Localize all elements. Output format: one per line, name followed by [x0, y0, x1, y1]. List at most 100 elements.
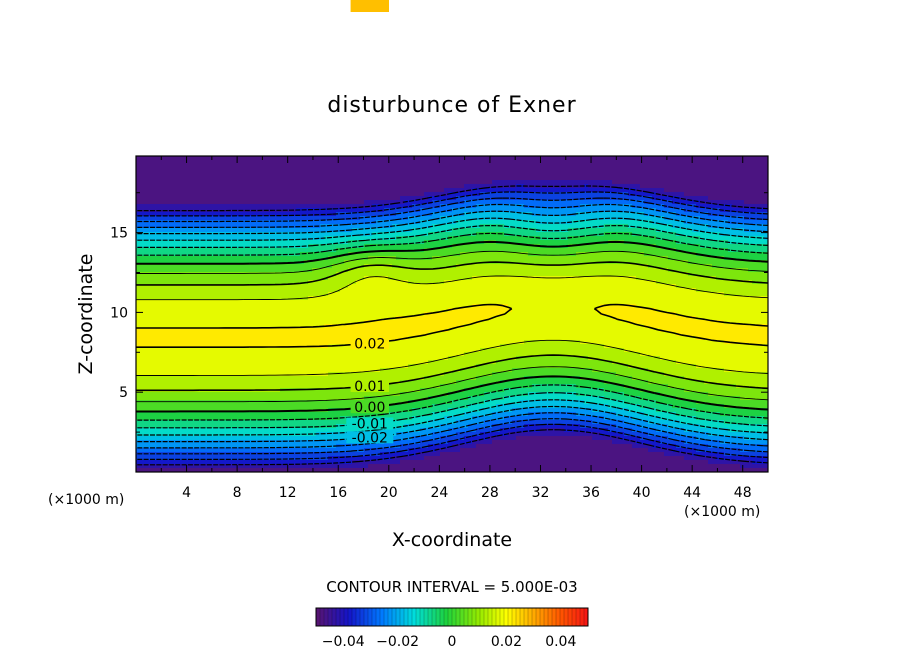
field-cell [288, 196, 293, 201]
field-cell [548, 260, 553, 265]
field-cell [316, 180, 321, 185]
field-cell [248, 268, 253, 273]
field-cell [204, 272, 209, 277]
field-cell [744, 180, 749, 185]
field-cell [188, 168, 193, 173]
field-cell [312, 256, 317, 261]
field-cell [200, 264, 205, 269]
field-cell [700, 208, 705, 213]
field-cell [380, 240, 385, 245]
field-cell [748, 168, 753, 173]
field-cell [616, 172, 621, 177]
field-cell [520, 220, 525, 225]
field-cell [512, 244, 517, 249]
field-cell [524, 240, 529, 245]
field-cell [576, 268, 581, 273]
field-cell [192, 192, 197, 197]
field-cell [424, 236, 429, 241]
field-cell [464, 208, 469, 213]
field-cell [152, 200, 157, 205]
field-cell [348, 172, 353, 177]
field-cell [512, 212, 517, 217]
field-cell [516, 160, 521, 165]
field-cell [356, 208, 361, 213]
field-cell [224, 244, 229, 249]
field-cell [200, 184, 205, 189]
field-cell [472, 264, 477, 269]
field-cell [388, 188, 393, 193]
field-cell [332, 268, 337, 273]
field-cell [444, 236, 449, 241]
field-cell [248, 184, 253, 189]
field-cell [252, 252, 257, 257]
field-cell [484, 244, 489, 249]
field-cell [212, 236, 217, 241]
field-cell [136, 248, 141, 253]
field-cell [664, 232, 669, 237]
field-cell [384, 184, 389, 189]
field-cell [652, 204, 657, 209]
field-cell [168, 272, 173, 277]
field-cell [244, 184, 249, 189]
field-cell [640, 232, 645, 237]
field-cell [560, 224, 565, 229]
field-cell [260, 248, 265, 253]
field-cell [232, 228, 237, 233]
field-cell [176, 236, 181, 241]
field-cell [464, 224, 469, 229]
field-cell [176, 252, 181, 257]
field-cell [748, 212, 753, 217]
field-cell [572, 248, 577, 253]
field-cell [660, 216, 665, 221]
field-cell [692, 224, 697, 229]
field-cell [388, 160, 393, 165]
field-cell [304, 264, 309, 269]
field-cell [144, 192, 149, 197]
field-cell [184, 264, 189, 269]
field-cell [388, 168, 393, 173]
field-cell [228, 260, 233, 265]
field-cell [504, 176, 509, 181]
field-cell [748, 188, 753, 193]
field-cell [156, 212, 161, 217]
field-cell [140, 280, 145, 285]
field-cell [232, 212, 237, 217]
field-cell [268, 172, 273, 177]
field-cell [312, 252, 317, 257]
field-cell [136, 244, 141, 249]
field-cell [436, 192, 441, 197]
field-cell [500, 208, 505, 213]
field-cell [224, 252, 229, 257]
field-cell [496, 248, 501, 253]
field-cell [452, 256, 457, 261]
field-cell [168, 192, 173, 197]
field-cell [180, 160, 185, 165]
field-cell [512, 280, 517, 285]
field-cell [244, 176, 249, 181]
field-cell [708, 252, 713, 257]
field-cell [176, 168, 181, 173]
field-cell [408, 232, 413, 237]
field-cell [640, 176, 645, 181]
field-cell [596, 268, 601, 273]
field-cell [392, 268, 397, 273]
field-cell [172, 168, 177, 173]
field-cell [740, 164, 745, 169]
field-cell [420, 236, 425, 241]
field-cell [564, 208, 569, 213]
field-cell [176, 264, 181, 269]
field-cell [556, 200, 561, 205]
field-cell [280, 160, 285, 165]
field-cell [148, 220, 153, 225]
field-cell [248, 256, 253, 261]
field-cell [656, 276, 661, 281]
field-cell [452, 276, 457, 281]
field-cell [440, 200, 445, 205]
field-cell [200, 200, 205, 205]
field-cell [172, 272, 177, 277]
field-cell [356, 188, 361, 193]
field-cell [364, 164, 369, 169]
field-cell [372, 272, 377, 277]
field-cell [260, 260, 265, 265]
field-cell [380, 172, 385, 177]
